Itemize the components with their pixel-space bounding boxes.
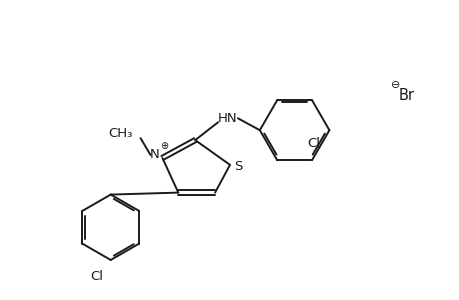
Text: S: S — [233, 160, 241, 173]
Text: ⊕: ⊕ — [160, 141, 168, 151]
Text: N: N — [149, 148, 159, 161]
Text: Cl: Cl — [90, 270, 103, 283]
Text: Cl: Cl — [307, 137, 320, 150]
Text: HN: HN — [218, 112, 237, 125]
Text: CH₃: CH₃ — [108, 127, 132, 140]
Text: ⊖: ⊖ — [391, 80, 400, 90]
Text: Br: Br — [398, 88, 414, 103]
